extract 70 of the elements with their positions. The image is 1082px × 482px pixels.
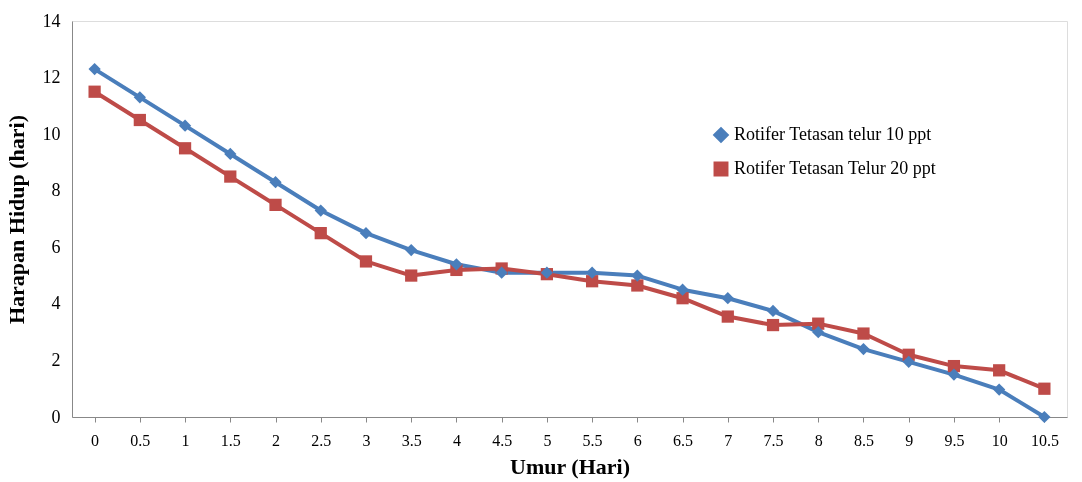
point: [1038, 382, 1051, 395]
point: [88, 62, 101, 76]
point: [405, 269, 418, 282]
point: [314, 204, 327, 217]
point: [405, 243, 418, 257]
legend-label: Rotifer Tetasan telur 10 ppt: [734, 124, 932, 144]
point: [857, 342, 870, 356]
x-tick-label: 6.5: [673, 431, 694, 449]
point: [224, 170, 237, 183]
x-tick-label: 0: [91, 431, 100, 449]
y-axis-title: Harapan Hidup (hari): [3, 114, 29, 325]
x-tick-label: 3.5: [401, 431, 422, 449]
point: [993, 383, 1006, 396]
point: [224, 147, 237, 161]
point: [1038, 410, 1051, 424]
x-tick-label: 7.5: [763, 431, 784, 449]
point: [766, 318, 780, 332]
x-tick-label: 5: [543, 431, 552, 449]
y-tick-label: 6: [51, 236, 61, 257]
x-tick-label: 0.5: [130, 431, 151, 449]
x-tick-label: 2: [272, 431, 281, 449]
y-tick-label: 12: [42, 67, 61, 88]
y-tick-label: 4: [51, 293, 61, 314]
point: [721, 310, 734, 323]
point: [631, 269, 644, 282]
point: [133, 113, 146, 127]
point: [178, 142, 192, 155]
legend-label: Rotifer Tetasan Telur 20 ppt: [734, 158, 936, 178]
x-axis-title: Umur (Hari): [510, 453, 630, 479]
point: [766, 304, 780, 318]
x-tick-label: 1: [181, 431, 190, 449]
point: [631, 279, 644, 292]
x-tick-label: 10.5: [1030, 431, 1059, 449]
y-tick-label: 2: [51, 349, 61, 370]
point: [314, 227, 327, 240]
x-tick-label: 1.5: [220, 431, 241, 449]
point: [812, 326, 825, 339]
x-tick-label: 4: [452, 431, 461, 449]
x-tick-label: 4.5: [492, 431, 513, 449]
x-tick-label: 10: [991, 431, 1008, 449]
point: [88, 85, 101, 98]
point: [133, 91, 146, 104]
x-tick-label: 8: [814, 431, 823, 449]
y-tick-label: 0: [51, 406, 61, 427]
y-tick-label: 8: [51, 180, 61, 201]
x-tick-label: 2.5: [311, 431, 332, 449]
point: [269, 176, 282, 189]
y-tick-label: 10: [42, 123, 61, 144]
point: [721, 292, 734, 305]
point: [676, 283, 689, 296]
point: [359, 255, 373, 268]
x-tick-label: 6: [633, 431, 642, 449]
x-tick-label: 9.5: [944, 431, 965, 449]
x-tick-label: 8.5: [853, 431, 874, 449]
point: [269, 198, 282, 211]
point: [178, 119, 192, 132]
point: [495, 266, 508, 279]
point: [676, 292, 689, 305]
point: [857, 327, 870, 340]
point: [993, 364, 1006, 377]
point: [585, 266, 599, 279]
y-tick-label: 14: [42, 10, 61, 31]
x-tick-label: 5.5: [582, 431, 603, 449]
x-tick-label: 9: [905, 431, 914, 449]
point: [902, 355, 915, 368]
x-tick-label: 7: [724, 431, 733, 449]
point: [450, 258, 463, 271]
point: [947, 368, 961, 381]
point: [359, 227, 373, 240]
x-tick-label: 3: [362, 431, 371, 449]
